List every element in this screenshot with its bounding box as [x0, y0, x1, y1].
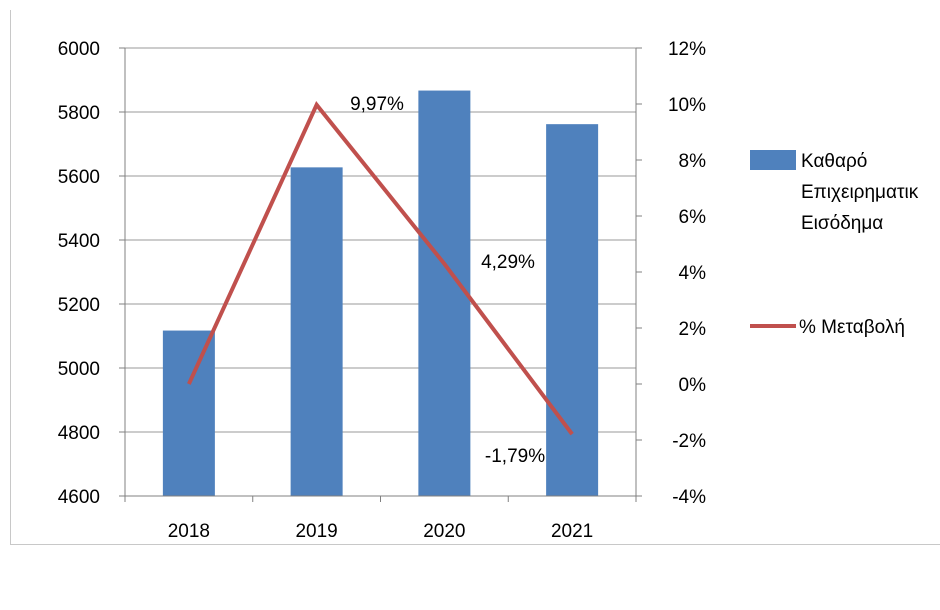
left-tick-label: 4800: [58, 423, 100, 444]
bar-2018: [162, 330, 215, 496]
right-tick-label: -2%: [672, 431, 706, 452]
chart-frame: [10, 10, 940, 545]
left-tick-label: 6000: [58, 39, 100, 60]
left-tick-label: 5600: [58, 167, 100, 188]
right-tick-label: 8%: [679, 151, 707, 172]
bar-2021: [546, 124, 599, 496]
legend-label-line: % Μεταβολή: [799, 317, 905, 338]
right-tick-label: 10%: [668, 95, 706, 116]
right-tick-label: 0%: [679, 375, 707, 396]
legend-label-bar: Καθαρό: [801, 151, 867, 172]
x-tick-label: 2018: [168, 521, 210, 542]
legend: Καθαρό Επιχειρηματικ Εισόδημα % Μεταβολή: [750, 150, 919, 338]
bar-2020: [418, 90, 471, 496]
left-tick-label: 5000: [58, 359, 100, 380]
left-tick-label: 4600: [58, 487, 100, 508]
line-series: [187, 101, 574, 436]
x-tick-label: 2021: [551, 521, 593, 542]
right-tick-label: 12%: [668, 39, 706, 60]
left-tick-label: 5200: [58, 295, 100, 316]
line-percent-change: [187, 101, 574, 436]
x-tick-label: 2019: [295, 521, 337, 542]
left-tick-label: 5400: [58, 231, 100, 252]
data-label-2019: 9,97%: [350, 94, 404, 115]
data-label-2021: -1,79%: [485, 446, 545, 467]
legend-label-bar: Εισόδημα: [801, 213, 883, 234]
right-tick-label: -4%: [672, 487, 706, 508]
right-tick-label: 2%: [679, 319, 707, 340]
legend-swatch-bar: [750, 150, 796, 170]
left-axis-ticks: 4600 4800 5000 5200 5400 5600 5800 6000: [58, 39, 100, 508]
legend-label-bar: Επιχειρηματικ: [801, 182, 919, 203]
x-tick-label: 2020: [423, 521, 465, 542]
bar-series: [162, 90, 599, 497]
right-tick-label: 6%: [679, 207, 707, 228]
right-tick-label: 4%: [679, 263, 707, 284]
x-axis-ticks: 2018 2019 2020 2021: [168, 521, 594, 542]
data-labels: 9,97% 4,29% -1,79%: [350, 94, 545, 467]
left-tick-label: 5800: [58, 103, 100, 124]
right-axis-ticks: -4% -2% 0% 2% 4% 6% 8% 10% 12%: [668, 39, 706, 508]
bar-2019: [290, 167, 343, 497]
data-label-2020: 4,29%: [481, 252, 535, 273]
axes: [119, 47, 642, 502]
